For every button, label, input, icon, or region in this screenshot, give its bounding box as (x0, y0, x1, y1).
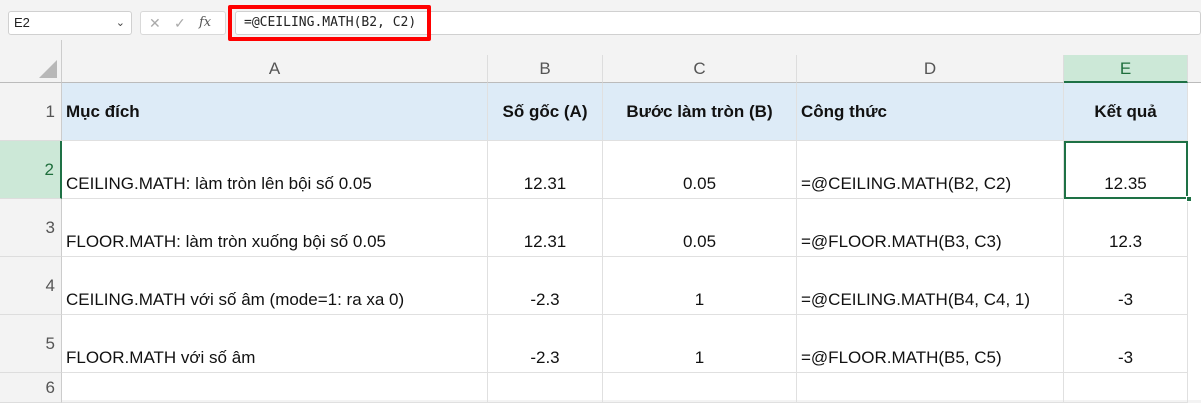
column-header-e[interactable]: E (1064, 55, 1188, 83)
cell-result[interactable]: 12.3 (1064, 199, 1188, 257)
cell-formula[interactable]: =@CEILING.MATH(B4, C4, 1) (797, 257, 1064, 315)
column-header-b[interactable]: B (488, 55, 603, 83)
empty-cell[interactable] (62, 373, 488, 403)
name-box[interactable]: E2 ⌄ (8, 11, 132, 35)
chevron-down-icon[interactable]: ⌄ (115, 17, 125, 29)
formula-input[interactable]: =@CEILING.MATH(B2, C2) (235, 11, 1201, 35)
cell-step[interactable]: 1 (603, 257, 797, 315)
cancel-icon[interactable]: ✕ (149, 15, 161, 31)
empty-cell[interactable] (488, 373, 603, 403)
cell-original[interactable]: -2.3 (488, 315, 603, 373)
cell-purpose[interactable]: CEILING.MATH với số âm (mode=1: ra xa 0) (62, 257, 488, 315)
cell-purpose[interactable]: CEILING.MATH: làm tròn lên bội số 0.05 (62, 141, 488, 199)
fill-handle[interactable] (1186, 196, 1192, 202)
cell-step[interactable]: 1 (603, 315, 797, 373)
column-header-c[interactable]: C (603, 55, 797, 83)
cell-original[interactable]: -2.3 (488, 257, 603, 315)
cell-purpose[interactable]: FLOOR.MATH: làm tròn xuống bội số 0.05 (62, 199, 488, 257)
cell-step[interactable]: 0.05 (603, 141, 797, 199)
empty-cell[interactable] (1064, 373, 1188, 403)
confirm-icon[interactable]: ✓ (174, 15, 186, 31)
row-header-3[interactable]: 3 (0, 199, 62, 257)
column-header-f[interactable] (1188, 55, 1201, 83)
cell-formula[interactable]: =@CEILING.MATH(B2, C2) (797, 141, 1064, 199)
cell-formula[interactable]: =@FLOOR.MATH(B5, C5) (797, 315, 1064, 373)
fx-icon[interactable]: fx (199, 15, 212, 30)
cell-result[interactable]: -3 (1064, 257, 1188, 315)
empty-cell[interactable] (603, 373, 797, 403)
row-header-4[interactable]: 4 (0, 257, 62, 315)
column-header-a[interactable]: A (62, 55, 488, 83)
row-header-5[interactable]: 5 (0, 315, 62, 373)
cell-result[interactable]: -3 (1064, 315, 1188, 373)
cell-original[interactable]: 12.31 (488, 199, 603, 257)
cell-step[interactable]: 0.05 (603, 199, 797, 257)
formula-buttons: ✕ ✓ fx (140, 11, 226, 35)
column-header-d[interactable]: D (797, 55, 1064, 83)
header-purpose[interactable]: Mục đích (62, 83, 488, 141)
cell-purpose[interactable]: FLOOR.MATH với số âm (62, 315, 488, 373)
row-header-6[interactable]: 6 (0, 373, 62, 403)
row-header-2[interactable]: 2 (0, 141, 62, 199)
select-all-button[interactable] (0, 40, 62, 83)
cell-formula[interactable]: =@FLOOR.MATH(B3, C3) (797, 199, 1064, 257)
header-result[interactable]: Kết quả (1064, 83, 1188, 141)
highlight-box (228, 5, 431, 41)
row-header-1[interactable]: 1 (0, 83, 62, 141)
header-original[interactable]: Số gốc (A) (488, 83, 603, 141)
name-box-value: E2 (14, 15, 30, 30)
cell-original[interactable]: 12.31 (488, 141, 603, 199)
header-step[interactable]: Bước làm tròn (B) (603, 83, 797, 141)
header-formula[interactable]: Công thức (797, 83, 1064, 141)
cell-result[interactable]: 12.35 (1064, 141, 1188, 199)
empty-cell[interactable] (797, 373, 1064, 403)
